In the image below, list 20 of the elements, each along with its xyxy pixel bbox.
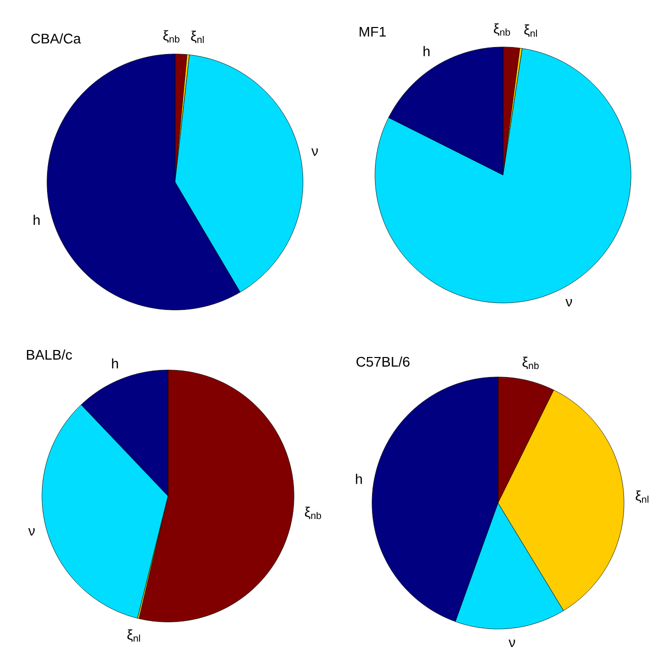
slice-label: ξ$_{nl}$ xyxy=(191,30,204,44)
slice-label: ν xyxy=(566,298,572,306)
slice-label: ξ$_{nb}$ xyxy=(494,23,510,36)
slice-label: ξ$_{nl}$ xyxy=(127,629,140,642)
slice-label: h xyxy=(356,474,362,484)
chart-title: BALB/c xyxy=(26,349,72,360)
chart-title: C57BL/6 xyxy=(356,356,410,367)
slice-label: ξ$_{nl}$ xyxy=(524,24,537,37)
slice-label: ν xyxy=(28,528,35,536)
slice-label: ξ$_{nl}$ xyxy=(636,490,648,503)
slice-label: ξ$_{nb}$ xyxy=(163,30,180,43)
slice-label: h xyxy=(424,46,430,56)
slice-label: ξ$_{nb}$ xyxy=(522,356,539,370)
slice-label: h xyxy=(112,358,118,368)
slice-label: ν xyxy=(508,640,516,647)
slice-label: h xyxy=(34,214,40,225)
slice-label: ξ$_{nb}$ xyxy=(304,506,322,520)
chart-title: CBA/Ca xyxy=(31,33,81,44)
chart-title: MF1 xyxy=(360,26,386,37)
slice-label: ν xyxy=(311,148,318,156)
